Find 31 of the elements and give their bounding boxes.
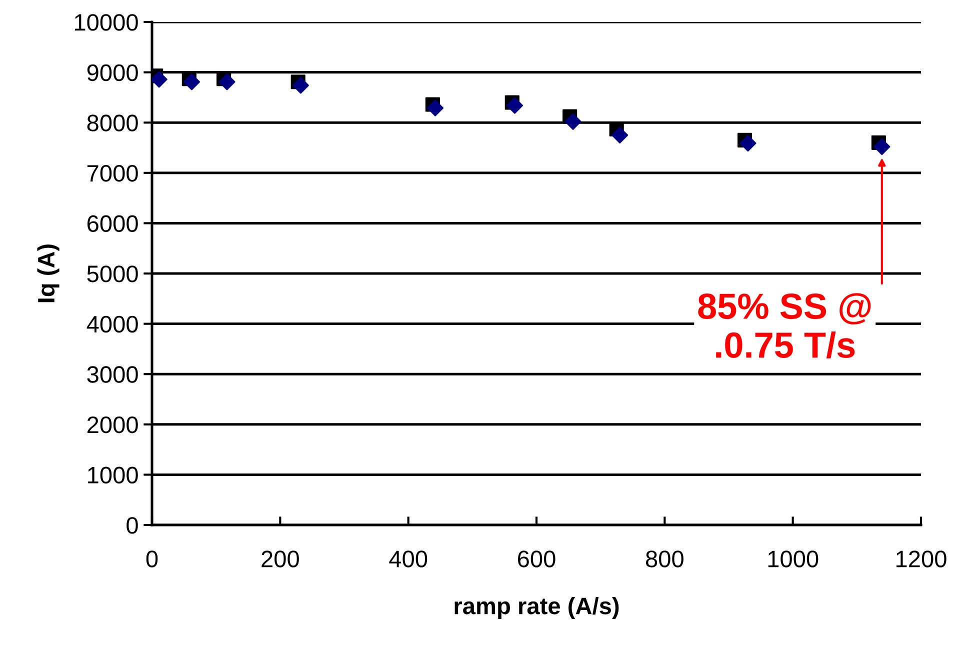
x-tick-label: 400 [389, 550, 428, 568]
y-tick-label: 8000 [87, 114, 138, 132]
x-tick-label: 0 [146, 550, 158, 568]
y-tick-label: 5000 [87, 266, 138, 282]
y-tick-label: 6000 [87, 215, 138, 232]
y-axis-title: Iq (A) [37, 244, 60, 302]
y-tick-label: 9000 [87, 64, 138, 82]
y-tick-label: 3000 [87, 366, 138, 383]
y-tick-label: 4000 [86, 316, 138, 333]
x-tick-label: 600 [518, 550, 556, 568]
point [740, 134, 756, 152]
y-tick-label: 1000 [88, 466, 138, 484]
x-tick-label: 1200 [896, 550, 946, 568]
point [426, 100, 444, 116]
point [152, 71, 168, 88]
annotation: 85% SS @ .0.75 T/s [698, 293, 871, 358]
y-tick-label: 0 [126, 517, 138, 534]
point [506, 97, 524, 114]
y-tick-label: 7000 [87, 164, 138, 182]
y-tick-label: 2000 [87, 416, 138, 434]
y-tick-label: 10000 [74, 14, 138, 31]
point [874, 138, 890, 156]
point [564, 113, 582, 130]
point [218, 74, 236, 90]
point [612, 126, 628, 144]
x-axis-title: ramp rate (A/s) [454, 597, 619, 620]
x-tick-label: 800 [646, 550, 684, 568]
x-tick-label: 200 [262, 550, 299, 568]
point [183, 74, 200, 90]
point [292, 77, 309, 94]
x-tick-label: 1000 [768, 550, 818, 568]
